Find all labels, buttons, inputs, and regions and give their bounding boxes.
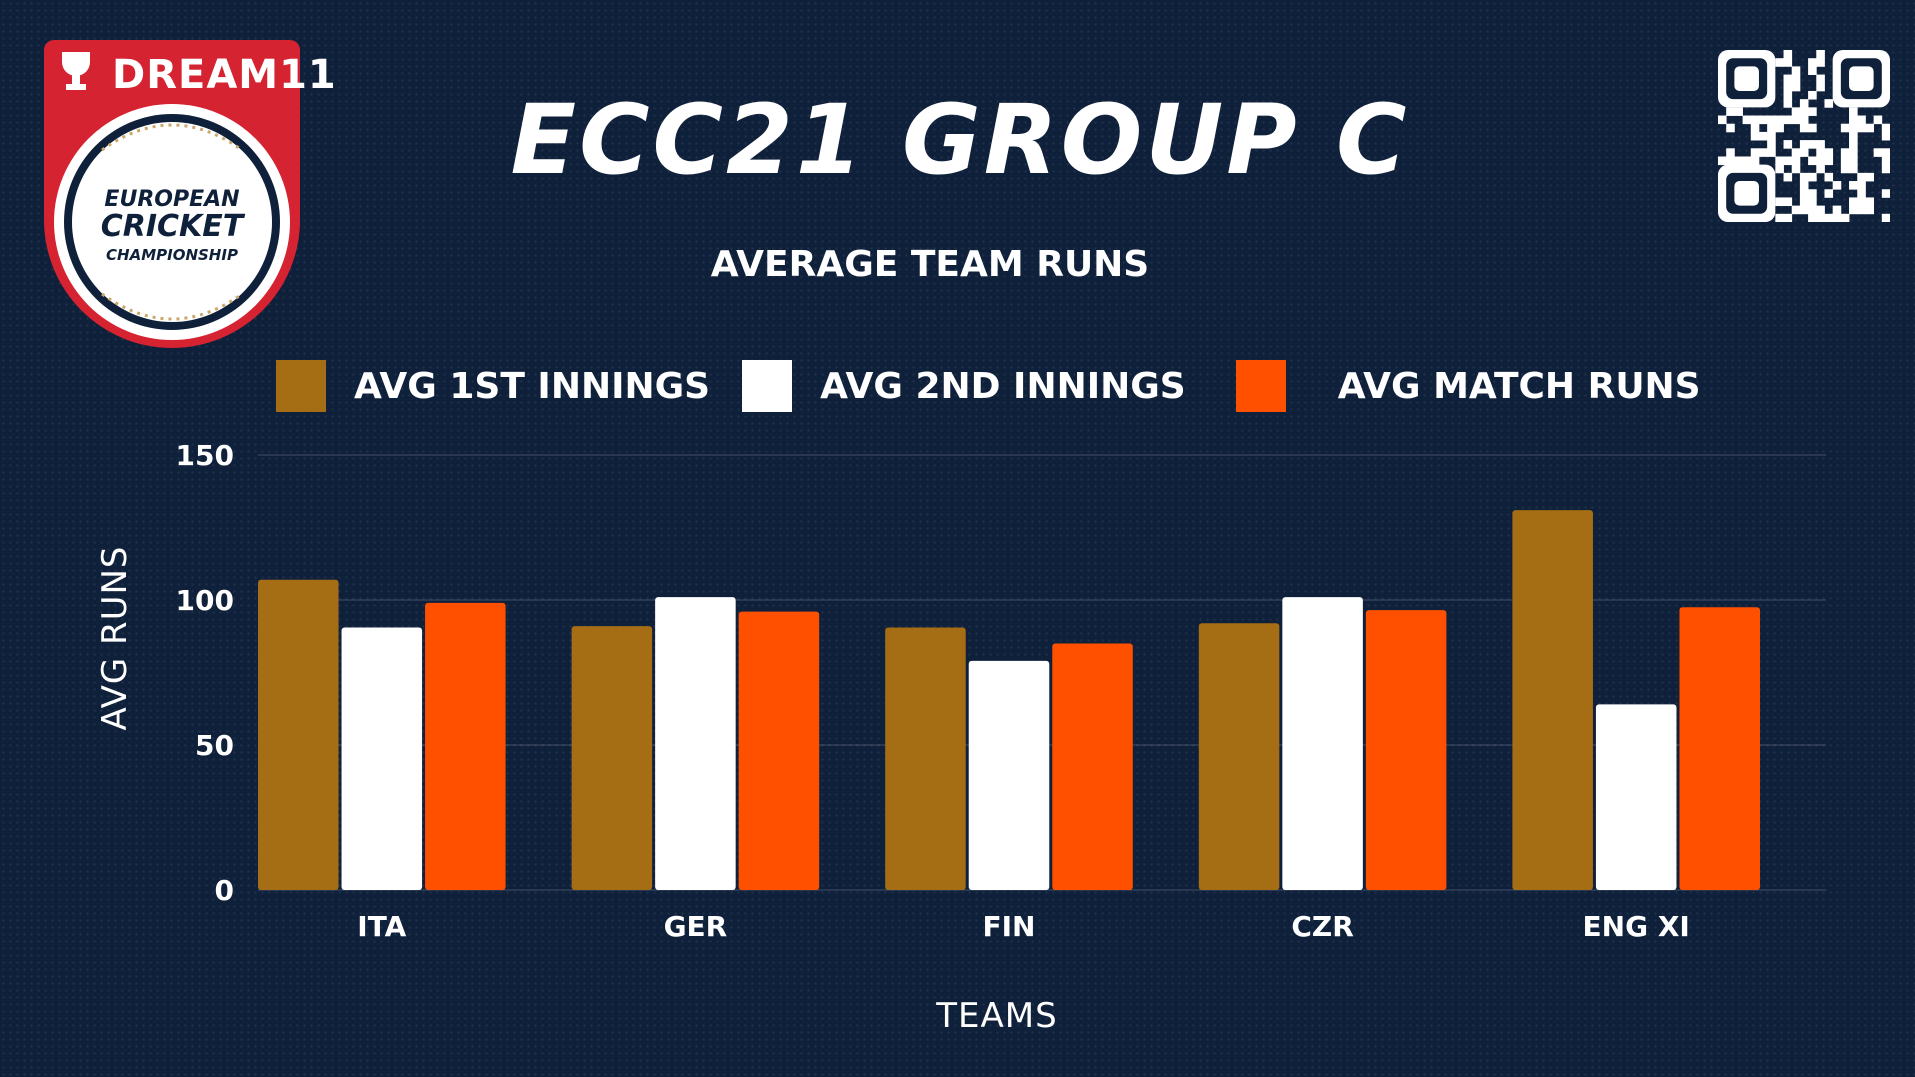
bar-ita-series-0 [258,579,339,890]
legend-label-second-innings: AVG 2ND INNINGS [820,365,1186,407]
legend-swatch-match-runs [1235,360,1286,412]
legend-item-first-innings: AVG 1ST INNINGS [276,360,742,412]
legend-label-match-runs: AVG MATCH RUNS [1337,365,1701,407]
bar-czr-series-2 [1365,610,1447,890]
brand-name: DREAM11 [112,52,337,98]
y-tick-label-2: 100 [176,584,234,617]
x-tick-label-1: GER [664,910,728,943]
page-title: ECC21 GROUP C [510,84,1410,196]
qr-code-icon [1718,50,1890,222]
x-tick-label-3: CZR [1291,910,1353,943]
bar-czr-series-0 [1198,623,1280,890]
y-tick-label-1: 50 [195,729,234,762]
bar-eng-xi-series-0 [1512,510,1593,890]
legend-swatch-first-innings [276,360,326,412]
bar-ita-series-2 [425,602,506,890]
ecc-logo-badge [44,40,300,348]
y-tick-label-0: 0 [215,874,234,907]
bar-ger-series-1 [655,597,736,890]
bar-czr-series-1 [1282,597,1363,890]
legend-item-second-innings: AVG 2ND INNINGS [742,360,1236,412]
bar-eng-xi-series-1 [1595,704,1677,890]
y-axis-title: AVG RUNS [95,545,135,730]
x-tick-label-4: ENG XI [1583,910,1690,943]
bar-ita-series-1 [341,627,423,890]
chart-title: AVERAGE TEAM RUNS [710,244,1150,285]
bar-eng-xi-series-2 [1679,607,1760,890]
x-tick-label-0: ITA [357,910,406,943]
bar-fin-series-2 [1052,643,1133,890]
legend-swatch-second-innings [742,360,793,412]
legend-label-first-innings: AVG 1ST INNINGS [354,365,711,407]
bar-ger-series-2 [738,611,820,890]
trophy-icon [62,52,90,90]
bar-ger-series-0 [571,626,653,890]
y-tick-label-3: 150 [176,439,234,472]
bar-fin-series-0 [885,627,966,890]
legend-item-match-runs: AVG MATCH RUNS [1235,360,1701,412]
x-tick-label-2: FIN [983,910,1036,943]
x-axis-title: TEAMS [935,996,1057,1036]
bar-fin-series-1 [968,660,1050,890]
chart-legend: AVG 1ST INNINGS AVG 2ND INNINGS AVG MATC… [276,358,1701,414]
